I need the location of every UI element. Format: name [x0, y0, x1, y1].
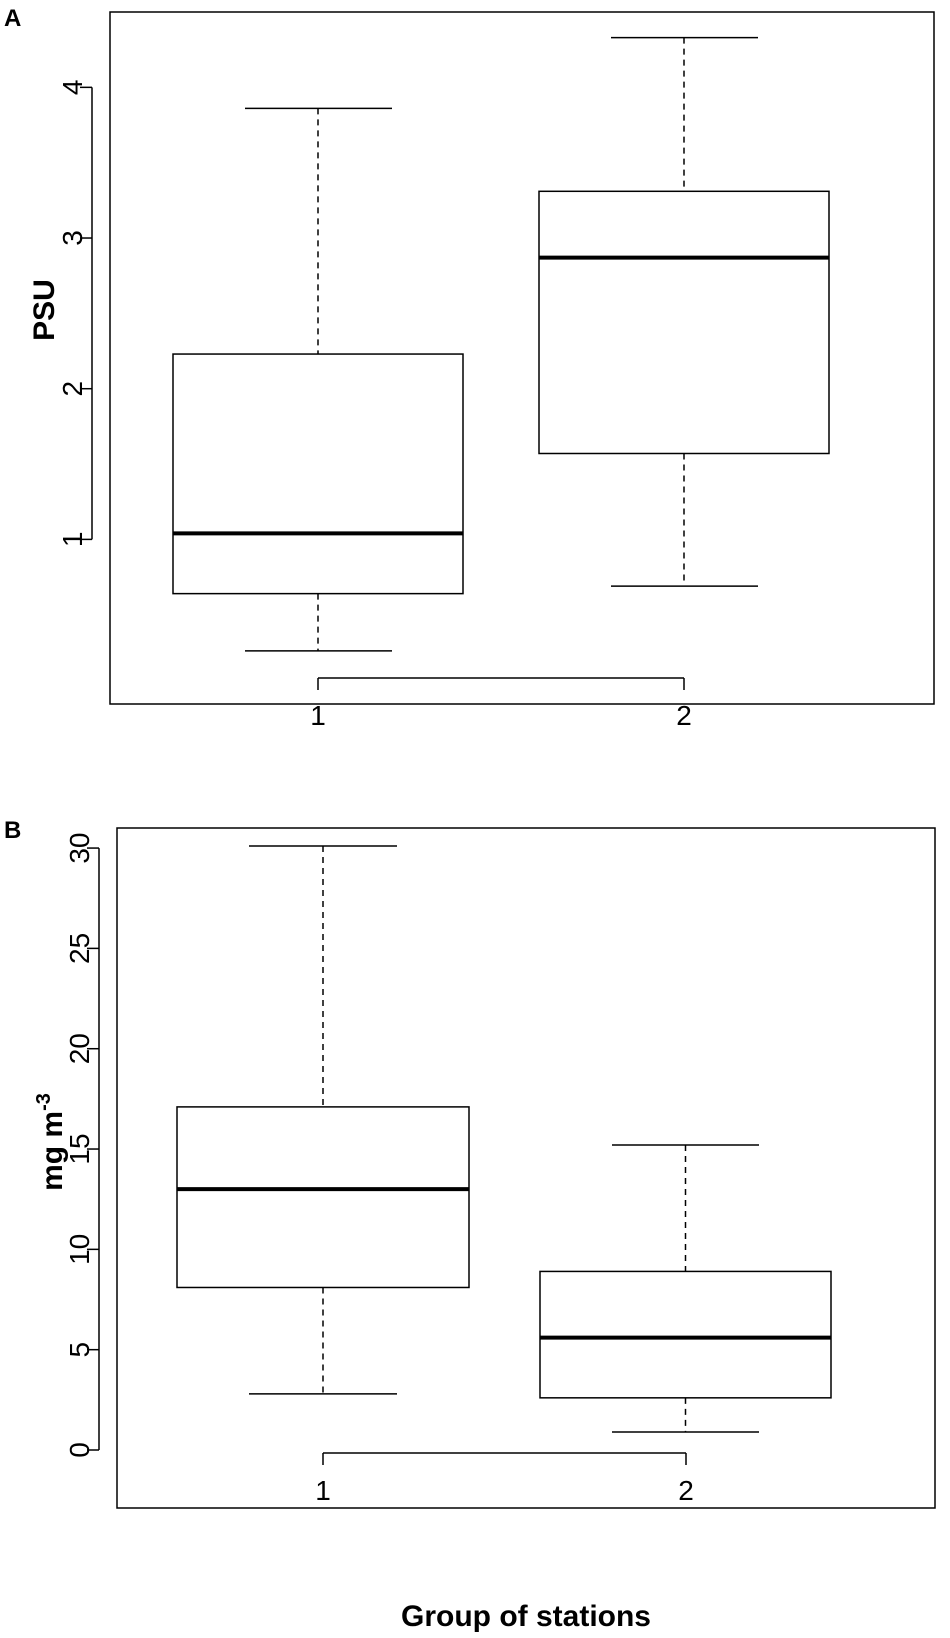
iqr-box-2 — [539, 1270, 832, 1399]
y-tick-label-0: 0 — [64, 1442, 95, 1458]
panel-b-y-axis: 0 5 10 15 20 25 30 — [64, 832, 100, 1458]
panel-b-y-axis-title-exponent: -3 — [33, 1093, 55, 1111]
box-1 — [176, 845, 470, 1395]
iqr-box-2 — [538, 190, 830, 455]
iqr-box-1 — [176, 1106, 470, 1289]
y-tick-label-20: 20 — [64, 1033, 95, 1064]
y-tick-label-30: 30 — [64, 832, 95, 863]
y-tick-label-3: 3 — [57, 230, 88, 246]
y-tick-label-4: 4 — [57, 80, 88, 96]
box-1 — [172, 107, 464, 652]
panel-b-letter: B — [4, 817, 21, 844]
panel-a-letter: A — [4, 5, 21, 32]
panel-b-x-axis-title: Group of stations — [401, 1600, 651, 1633]
panel-a-boxes — [172, 36, 830, 652]
panel-b-y-axis-title-base: mg m — [36, 1111, 69, 1191]
panel-b-plot-frame — [116, 827, 936, 1509]
y-tick-label-15: 15 — [64, 1133, 95, 1164]
x-tick-label-2: 2 — [676, 700, 692, 731]
panel-a-y-axis-title: PSU — [28, 279, 61, 341]
y-tick-label-2: 2 — [57, 381, 88, 397]
x-tick-label-1: 1 — [315, 1475, 331, 1506]
y-tick-label-5: 5 — [64, 1342, 95, 1358]
y-tick-label-1: 1 — [57, 532, 88, 548]
x-tick-label-2: 2 — [678, 1475, 694, 1506]
panel-a-y-axis: 1 2 3 4 — [57, 80, 93, 548]
y-tick-label-25: 25 — [64, 933, 95, 964]
panel-a-plot-frame — [109, 11, 935, 705]
iqr-box-1 — [172, 353, 464, 595]
panel-b-y-axis-title: mg m-3 — [33, 1093, 69, 1191]
box-2 — [538, 36, 830, 587]
y-tick-label-10: 10 — [64, 1234, 95, 1265]
box-2 — [539, 1144, 832, 1433]
panel-b-boxes — [176, 845, 832, 1433]
x-tick-label-1: 1 — [310, 700, 326, 731]
